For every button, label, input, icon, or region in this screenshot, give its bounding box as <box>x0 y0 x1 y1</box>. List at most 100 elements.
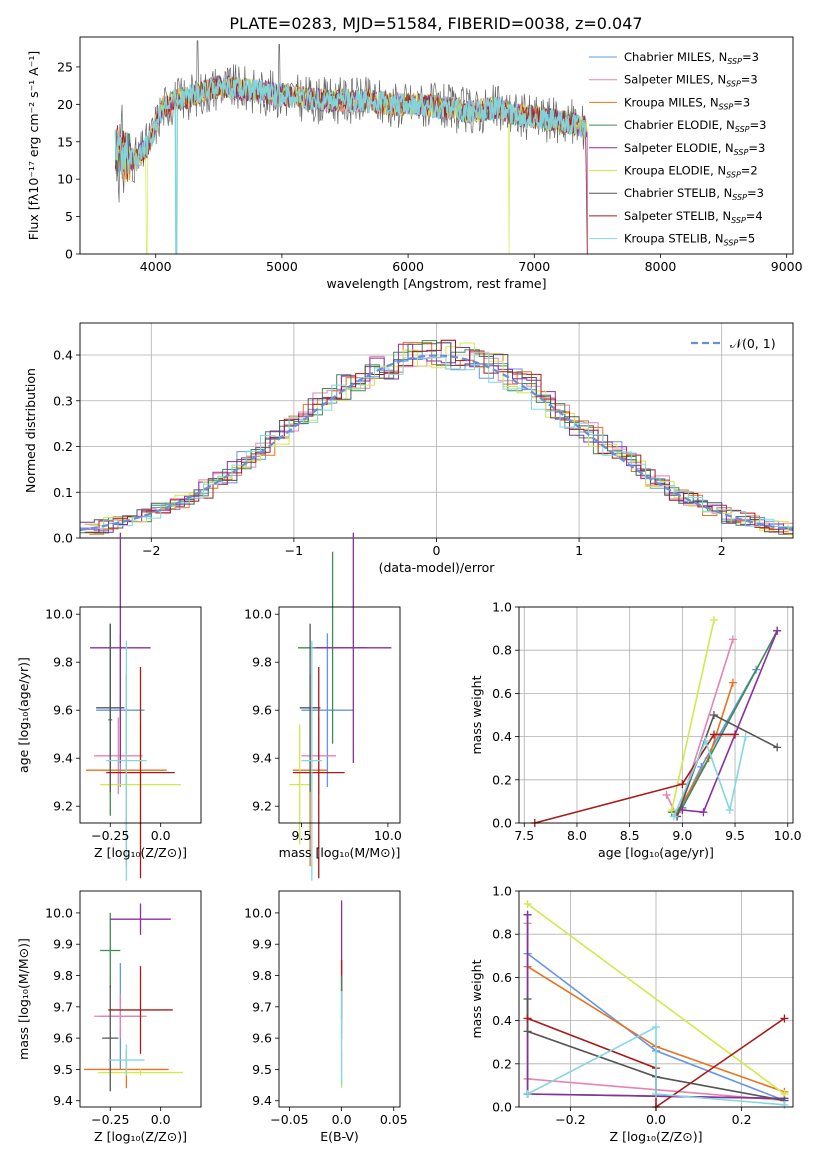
spectrum-lines <box>114 40 588 254</box>
x-tick-label: −0.2 <box>555 1112 585 1127</box>
x-axis-label: mass [log₁₀(M/M⊙)] <box>279 845 401 860</box>
x-tick-label: 8000 <box>645 259 677 274</box>
errorbar-ks <box>108 1044 145 1076</box>
legend-value: =3 <box>748 141 765 155</box>
x-tick-label: 8.5 <box>620 828 640 843</box>
legend-entry-se: Salpeter ELODIE, NSSP=3 <box>624 141 765 157</box>
y-tick-label: 15 <box>57 134 73 149</box>
histogram-se <box>84 343 793 533</box>
legend-subscript: SSP <box>724 239 739 248</box>
point-marker <box>741 732 750 741</box>
point-marker <box>731 730 740 739</box>
point-marker <box>773 743 782 752</box>
series-ks <box>523 1023 789 1109</box>
y-axis-label: Normed distribution <box>23 368 38 493</box>
point-marker <box>678 780 687 789</box>
y-tick-label: 9.8 <box>53 968 73 983</box>
x-tick-label: 9.0 <box>672 828 692 843</box>
axes-border <box>518 606 794 824</box>
plot-area <box>530 615 782 827</box>
legend-value: =3 <box>733 95 750 109</box>
x-tick-label: 6000 <box>392 259 424 274</box>
y-tick-label: 0 <box>65 247 73 262</box>
panel-mass_vs_ebv: −0.05 0.0 0.05 9.4 9.5 9.6 9.7 9.8 9.9 10.0 E(B-V) <box>244 890 408 1144</box>
legend-value: =2 <box>741 164 758 178</box>
panel-mass_weight_vs_age: 7.5 8.0 8.5 9.0 9.5 10.0 0.0 0.2 0.4 0.6 0.8 1.0 age… <box>469 600 802 861</box>
y-axis-label: mass weight <box>469 675 484 754</box>
x-tick-label: 10.0 <box>374 828 402 843</box>
point-marker <box>701 736 710 745</box>
series-se <box>678 626 782 817</box>
point-marker <box>652 1090 660 1099</box>
errorbar-se <box>315 532 392 763</box>
point-marker <box>709 730 718 739</box>
legend-value: =5 <box>738 232 755 246</box>
x-tick-label: 0.05 <box>380 1112 408 1127</box>
y-axis-label: Flux [fλ10⁻¹⁷ erg cm⁻² s⁻¹ A⁻¹] <box>26 51 41 240</box>
series-line <box>673 736 747 817</box>
y-tick-label: 9.6 <box>53 1031 73 1046</box>
legend-entry-km: Kroupa MILES, NSSP=3 <box>624 95 750 111</box>
point-marker <box>709 615 718 624</box>
y-tick-label: 9.5 <box>252 1062 272 1077</box>
legend-subscript: SSP <box>734 148 749 157</box>
y-tick-label: 9.6 <box>252 703 272 718</box>
legend-subscript: SSP <box>732 193 747 202</box>
y-tick-label: 9.9 <box>252 937 272 952</box>
legend-label: Chabrier MILES, N <box>624 50 727 64</box>
axes-frame: −0.25 0.0 9.4 9.5 9.6 9.7 9.8 9.9 10.0 Z [log₁₀(Z… <box>16 890 202 1144</box>
histogram-ss <box>84 339 793 535</box>
legend-entry-ke: Kroupa ELODIE, NSSP=2 <box>624 164 758 180</box>
errorbar-ss <box>292 667 345 879</box>
legend-label: Chabrier STELIB, N <box>624 186 732 200</box>
legend-subscript: SSP <box>719 102 734 111</box>
y-tick-label: 9.4 <box>252 751 272 766</box>
errorbar-ke <box>98 1069 183 1076</box>
y-tick-label: 10.0 <box>244 905 272 920</box>
y-tick-label: 10.0 <box>45 607 73 622</box>
axes-frame: 9.5 10.0 9.2 9.4 9.6 9.8 10.0 mass [log₁₀(M/M⊙)… <box>244 606 402 860</box>
x-axis-label: Z [log₁₀(Z/Z⊙)] <box>610 1129 703 1144</box>
y-tick-label: 1.0 <box>492 884 512 899</box>
axes-frame: −0.25 0.0 9.2 9.4 9.6 9.8 10.0 Z [log₁₀(Z/Z⊙)] a… <box>16 606 202 860</box>
y-tick-label: 0.2 <box>53 439 73 454</box>
legend-subscript: SSP <box>727 57 742 66</box>
legend-entry-sm: Salpeter MILES, NSSP=3 <box>624 73 758 89</box>
y-tick-label: 10 <box>57 172 73 187</box>
errorbar-ks <box>301 640 323 881</box>
x-tick-label: 7000 <box>518 259 550 274</box>
point-marker <box>523 1014 532 1023</box>
legend-entry-cs: Chabrier STELIB, NSSP=3 <box>624 186 764 202</box>
y-tick-label: 9.7 <box>252 999 272 1014</box>
axes-border <box>79 606 202 824</box>
errorbar-sm <box>94 717 143 795</box>
axes-frame: 7.5 8.0 8.5 9.0 9.5 10.0 0.0 0.2 0.4 0.6 0.8 1.0 age… <box>469 600 802 861</box>
legend-subscript: SSP <box>726 80 741 89</box>
x-tick-label: 5000 <box>266 259 298 274</box>
x-tick-label: 9000 <box>771 259 803 274</box>
x-tick-label: 0.0 <box>151 828 171 843</box>
y-tick-label: 1.0 <box>492 600 512 615</box>
plot-area: 𝒩(0, 1) <box>79 336 794 536</box>
x-tick-label: 7.5 <box>514 828 534 843</box>
legend-label: Kroupa MILES, N <box>624 95 719 109</box>
y-tick-label: 0.4 <box>492 729 512 744</box>
errorbar-ss <box>108 966 173 1054</box>
y-tick-label: 0.0 <box>53 531 73 546</box>
errorbar-se <box>90 532 151 763</box>
y-tick-label: 10.0 <box>45 905 73 920</box>
plot-area <box>289 532 392 881</box>
point-marker <box>709 711 718 719</box>
legend-label: Chabrier ELODIE, N <box>624 118 735 132</box>
y-tick-label: 0.6 <box>492 970 512 985</box>
y-tick-label: 0.0 <box>492 816 512 831</box>
point-marker <box>667 806 676 815</box>
axes-frame: −0.2 0.0 0.2 0.0 0.2 0.4 0.6 0.8 1.0 Z [log₁₀(Z/Z… <box>469 884 794 1144</box>
series-line <box>671 619 715 811</box>
x-tick-label: 8.0 <box>567 828 587 843</box>
x-tick-label: −1 <box>285 543 303 558</box>
y-tick-label: 9.9 <box>53 937 73 952</box>
histogram-ks <box>89 351 793 529</box>
legend-label: Salpeter STELIB, N <box>624 209 731 223</box>
